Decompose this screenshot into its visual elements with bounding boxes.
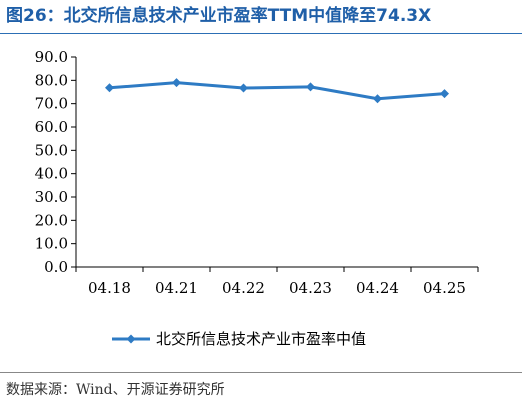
y-tick-label: 60.0 <box>35 118 68 136</box>
data-point-marker <box>172 78 181 88</box>
legend-marker-swatch <box>126 334 136 344</box>
y-tick-label: 90.0 <box>35 48 68 66</box>
data-point-marker <box>306 82 315 92</box>
x-tick-label: 04.24 <box>356 279 399 297</box>
y-axis-ticks: 0.0 10.0 20.0 30.0 40.0 50.0 60.0 70.0 80.0 90.0 <box>35 48 76 276</box>
x-tick-label: 04.18 <box>88 279 131 297</box>
x-tick-label: 04.23 <box>289 279 332 297</box>
data-point-marker <box>440 89 449 99</box>
data-point-marker <box>239 83 248 93</box>
y-tick-label: 50.0 <box>35 141 68 159</box>
data-point-marker <box>373 94 382 104</box>
line-chart: 0.010.020.030.040.050.060.070.080.090.0 … <box>35 48 479 348</box>
y-tick-label: 80.0 <box>35 71 68 89</box>
series-layer <box>105 78 449 104</box>
title-divider <box>0 33 522 34</box>
y-tick-label: 10.0 <box>35 235 68 253</box>
y-tick-label: 20.0 <box>35 211 68 229</box>
series-line <box>109 81 445 101</box>
data-source-note: 数据来源：Wind、开源证券研究所 <box>6 382 225 398</box>
chart-title: 图26：北交所信息技术产业市盈率TTM中值降至74.3X <box>6 6 432 26</box>
y-tick-label: 40.0 <box>35 165 68 183</box>
x-tick-label: 04.25 <box>423 279 466 297</box>
x-tick-label: 04.22 <box>222 279 265 297</box>
data-point-marker <box>105 83 114 93</box>
legend: 北交所信息技术产业市盈率中值 <box>112 330 366 348</box>
legend-label: 北交所信息技术产业市盈率中值 <box>156 330 366 348</box>
x-axis-ticks: 04.18 04.21 04.22 04.23 04.24 04.25 <box>75 267 479 297</box>
footer-divider <box>0 372 522 373</box>
y-tick-label: 70.0 <box>35 95 68 113</box>
y-tick-label: 30.0 <box>35 188 68 206</box>
x-tick-label: 04.21 <box>155 279 198 297</box>
y-tick-label: 0.0 <box>44 258 68 276</box>
